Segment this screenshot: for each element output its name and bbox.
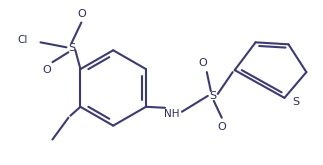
- Text: S: S: [68, 43, 75, 53]
- Text: O: O: [198, 58, 207, 68]
- Text: O: O: [77, 9, 86, 19]
- Text: O: O: [217, 122, 226, 132]
- Text: Cl: Cl: [17, 35, 27, 45]
- Text: NH: NH: [164, 109, 180, 119]
- Text: S: S: [209, 91, 216, 101]
- Text: S: S: [292, 97, 299, 107]
- Text: O: O: [42, 65, 51, 75]
